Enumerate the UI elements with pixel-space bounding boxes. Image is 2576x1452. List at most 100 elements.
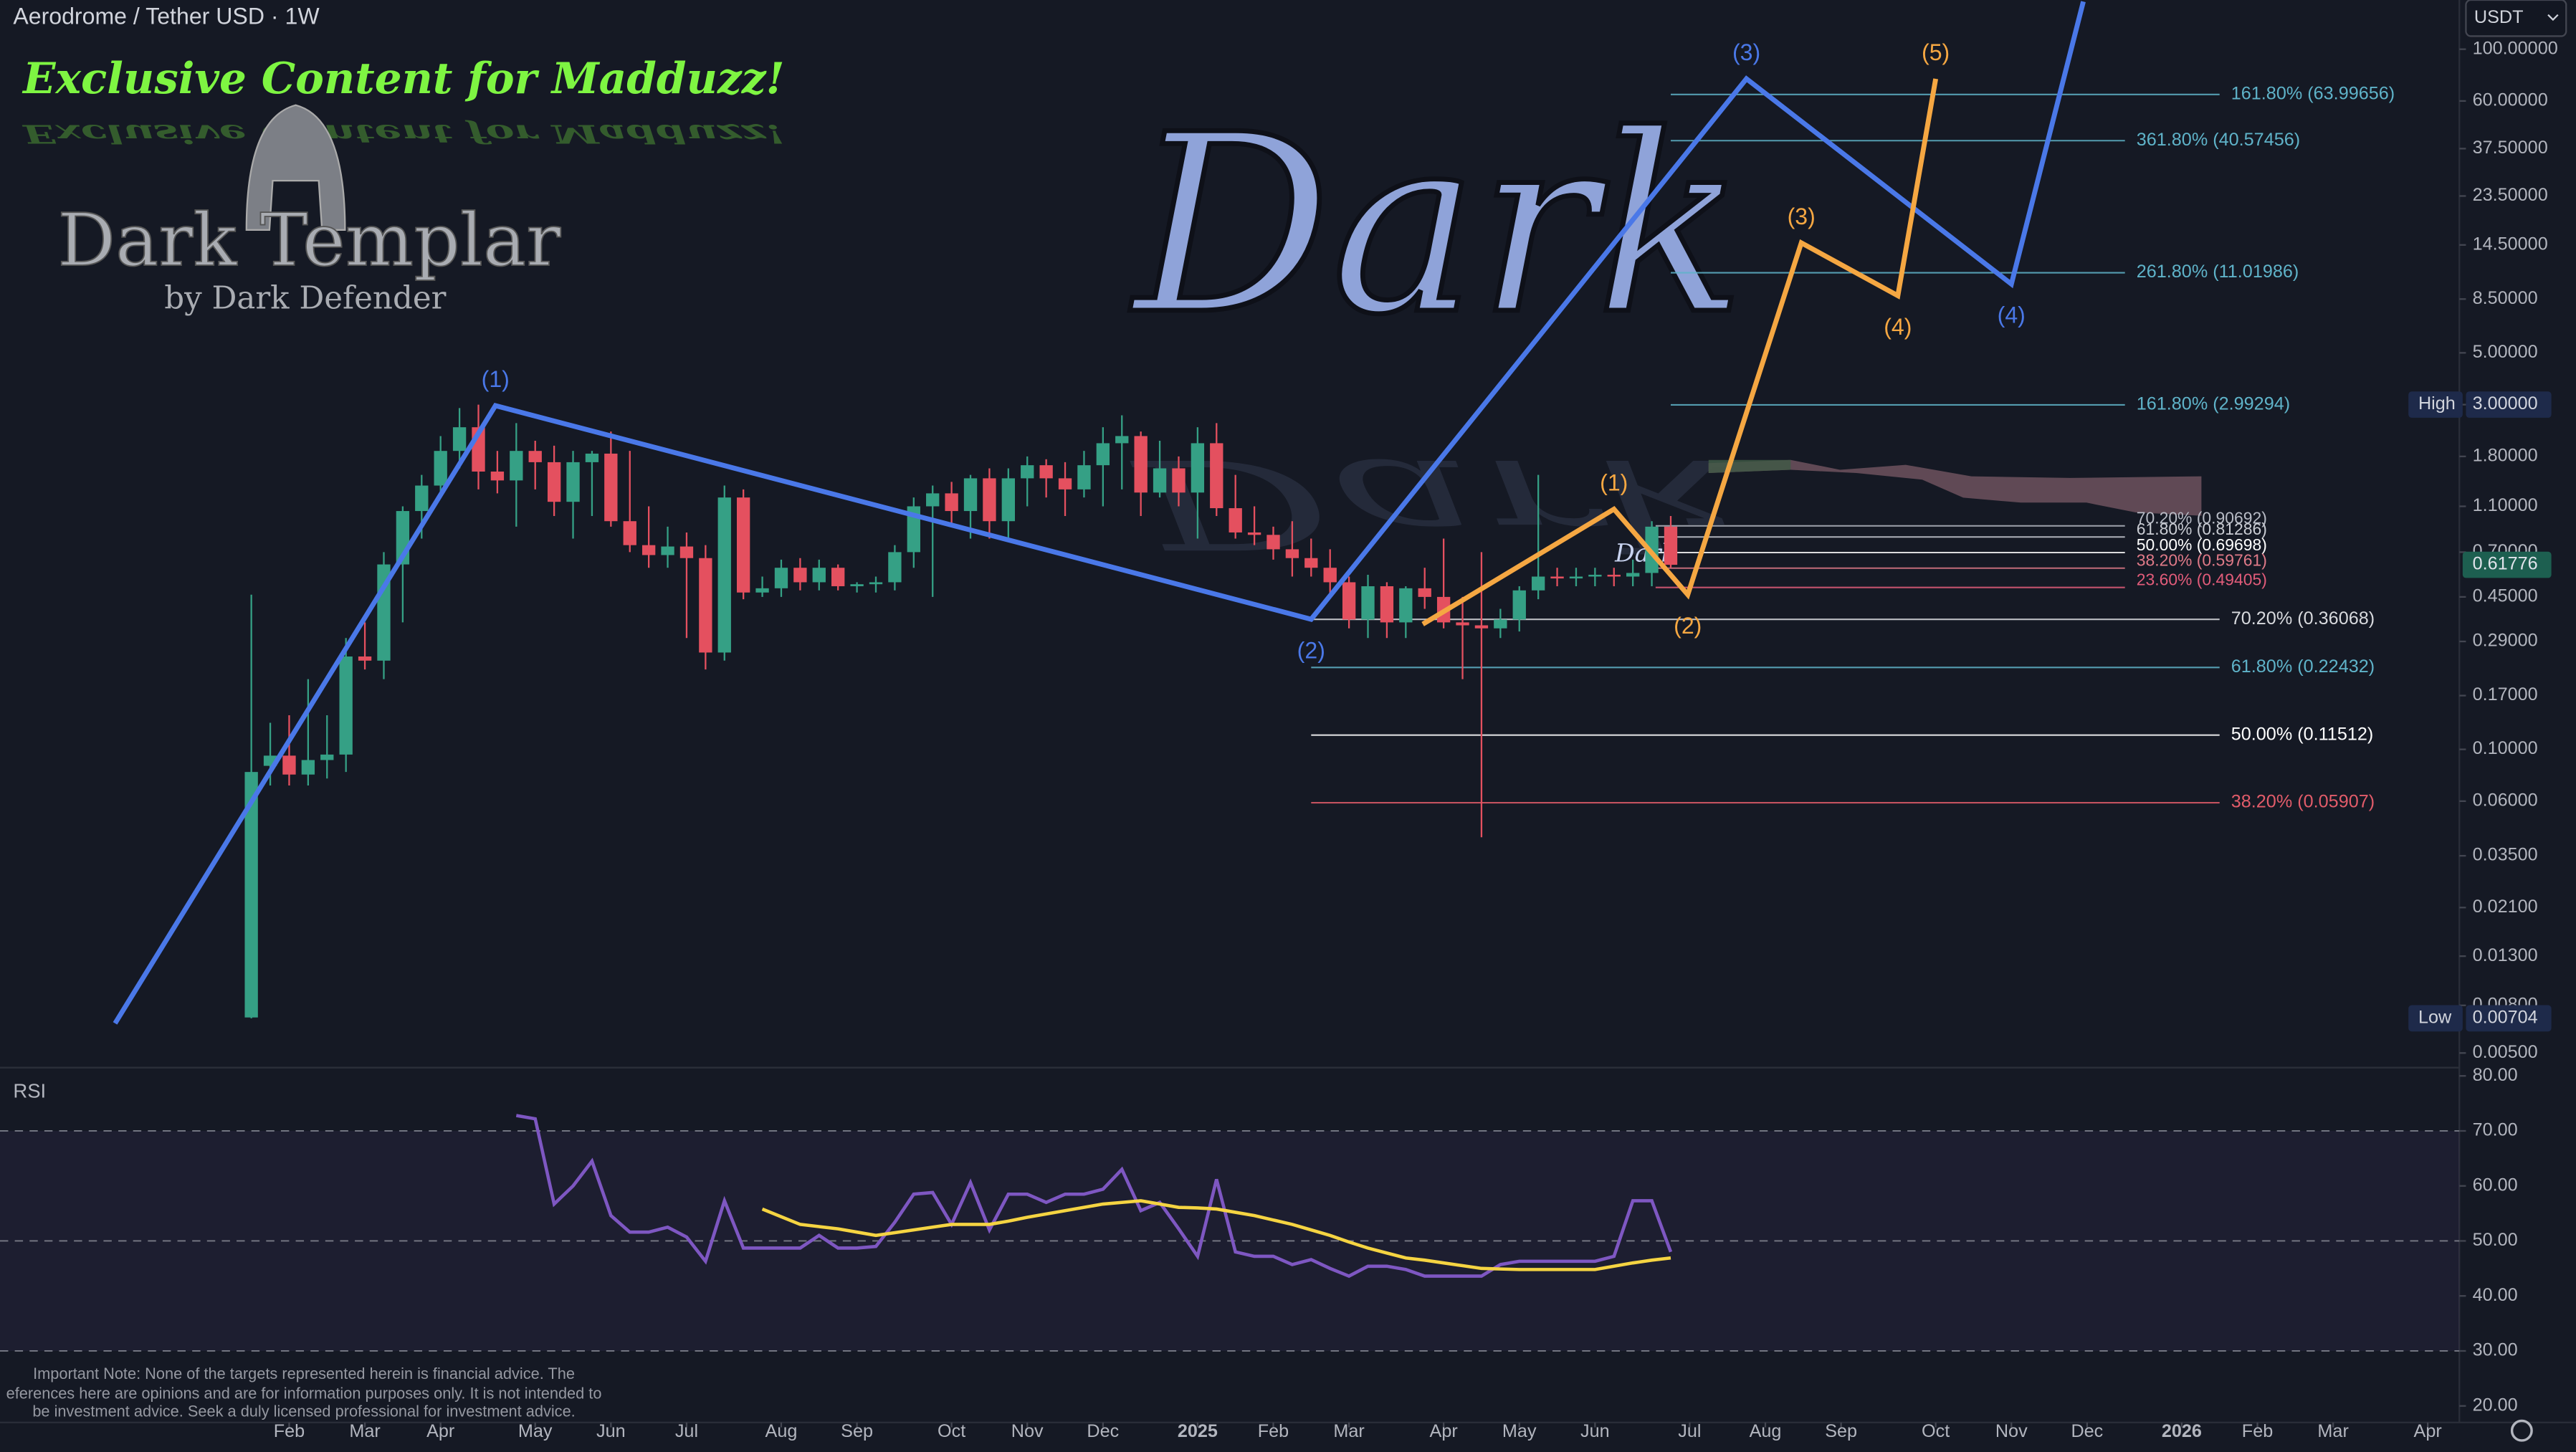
currency-box[interactable] [2465,0,2567,37]
candle-body [301,760,315,775]
x-tick-label: 2026 [2162,1421,2202,1441]
candle-body [661,546,674,555]
x-tick-label: May [518,1421,553,1441]
rsi-line [515,1114,1673,1279]
candle-body [1172,468,1186,493]
candle-body [1077,465,1091,489]
candle-body [244,772,258,1018]
candle-body [1342,582,1356,620]
candles [244,404,1678,1018]
watermark-brand: Dark Templar [57,198,561,282]
y-tick-label: 100.00000 [2473,38,2558,58]
x-tick-label: Jun [1580,1421,1610,1441]
fib-label: 261.80% (11.01986) [2137,262,2299,282]
candle-body [452,427,467,452]
y-tick-label: 60.00000 [2473,90,2548,110]
candle-body [1569,576,1583,579]
symbol-title: Aerodrome / Tether USD · 1W [13,4,320,29]
last-price-box [2462,551,2552,578]
candle-body [983,478,996,522]
x-tick-label: Sep [1825,1421,1857,1441]
candle-body [1134,436,1148,493]
candle-body [963,478,978,512]
candle-body [945,493,958,512]
candle-body [888,552,902,583]
candle-body [1115,436,1129,444]
x-tick-label: Dec [2071,1421,2103,1441]
x-tick-label: Sep [841,1421,873,1441]
y-tick-label: 0.03500 [2473,845,2538,865]
candle-body [850,584,864,586]
candle-body [1229,508,1242,532]
x-tick-label: Jun [596,1421,626,1441]
wave-line [1421,78,1939,626]
candle-body [358,656,372,661]
x-tick-label: Oct [938,1421,965,1441]
candle-body [1247,532,1261,535]
rsi-tick-label: 20.00 [2473,1395,2518,1415]
wave-label: (5) [1922,39,1950,65]
wave-label: (2) [1297,637,1325,663]
candle-body [1512,590,1526,620]
settings-icon[interactable] [2510,1419,2533,1442]
badge-name: Low [2418,1008,2452,1028]
note-line: be investment advice. Seek a duly licens… [32,1403,575,1420]
x-tick-label: Jul [1678,1421,1701,1441]
watermark-mark: Dark [1130,82,1745,369]
candle-body [320,754,334,760]
fib-label: 161.80% (2.99294) [2137,394,2290,414]
fib-label: 70.20% (0.36068) [2231,608,2375,629]
candle-body [679,546,694,558]
candle-body [812,568,826,583]
currency-label[interactable]: USDT [2474,7,2524,27]
x-tick-label: Nov [1011,1421,1044,1441]
badge-name: High [2418,393,2456,414]
y-tick-label: 23.50000 [2473,185,2548,205]
fib-label: 161.80% (63.99656) [2231,83,2395,103]
fib-label: 61.80% (0.22432) [2231,656,2375,677]
wave-label: (1) [482,366,510,392]
candle-body [1058,478,1072,489]
currency-selector[interactable]: USDT [2465,0,2567,37]
rsi-title: RSI [13,1079,46,1102]
x-tick-label: Aug [765,1421,798,1441]
candle-body [1039,465,1053,479]
fib-label: 50.00% (0.11512) [2231,724,2374,744]
candle-body [1021,465,1034,479]
y-tick-label: 0.29000 [2473,631,2538,651]
x-tick-label: Apr [2414,1421,2442,1441]
wave-label: (4) [1884,314,1912,340]
candle-body [1304,558,1318,568]
candle-body [869,582,883,585]
badge-value: 0.00704 [2473,1008,2538,1028]
rsi-tick-label: 50.00 [2473,1230,2518,1250]
candle-body [566,462,580,502]
wave-label: (3) [1788,204,1816,229]
x-tick-label: Mar [2317,1421,2348,1441]
x-tick-label: 2025 [1178,1421,1218,1441]
disclaimer: Important Note: None of the targets repr… [6,1365,602,1420]
badge-value-box [2466,391,2552,418]
candle-body [415,485,429,512]
candle-body [604,453,618,522]
x-tick-label: Apr [426,1421,454,1441]
candle-body [755,588,769,593]
wave-label: (2) [1674,613,1702,639]
last-price: 0.61776 [2473,554,2538,574]
candle-body [831,568,845,586]
watermark-reflection: Exclusive Content for Madduzz! [22,119,785,149]
fib-label: 61.80% (0.81286) [2137,520,2267,538]
y-tick-label: 1.10000 [2473,495,2538,515]
candle-body [1456,622,1469,626]
badge-name-box [2408,1005,2463,1032]
candle-body [793,568,807,583]
badge-value-box [2466,1005,2552,1032]
y-tick-label: 0.06000 [2473,791,2538,811]
y-tick-label: 8.50000 [2473,288,2538,308]
x-tick-label: Feb [274,1421,305,1441]
caret[interactable] [2547,14,2559,22]
watermark-byline: by Dark Defender [164,280,446,316]
